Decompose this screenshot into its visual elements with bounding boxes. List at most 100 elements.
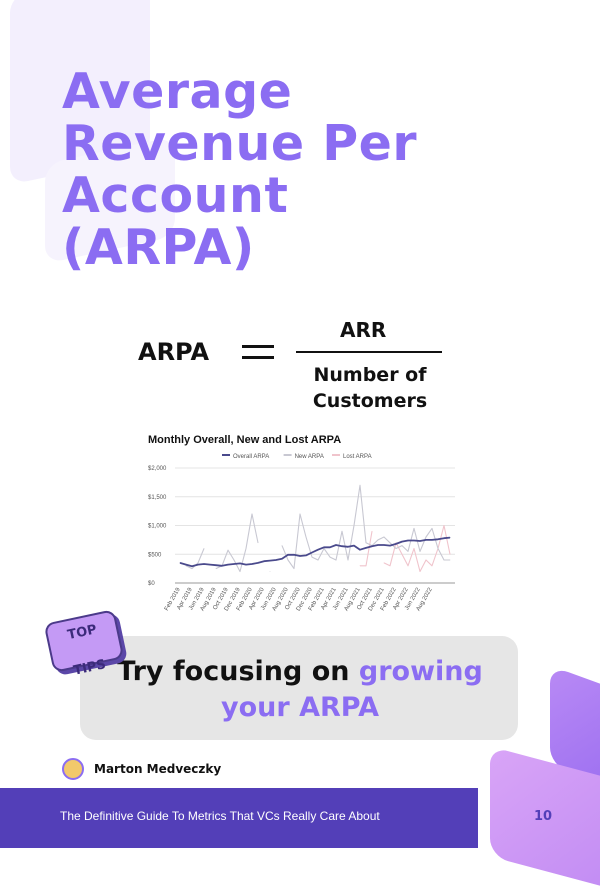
data-point [413,527,415,529]
data-point [383,562,385,564]
data-point [251,563,253,565]
data-point [209,564,211,565]
data-point [359,484,361,486]
data-point [293,554,295,556]
data-point [377,539,379,541]
data-point [407,540,409,541]
data-point [347,559,349,561]
formula-lhs: ARPA [138,338,210,366]
data-point [335,559,337,561]
data-point [419,550,421,552]
data-point [389,542,391,544]
data-point [431,565,433,567]
data-point [365,547,367,549]
data-point [395,543,397,545]
data-point [245,564,247,565]
formula-numerator: ARR [340,318,387,342]
top-tips-badge: TOP TIPS [43,609,125,679]
data-point [281,545,283,547]
tip-text: Try focusing on growing your ARPA [90,654,510,726]
data-point [197,564,199,565]
data-point [413,540,415,541]
data-point [359,565,361,567]
fraction-bar [296,351,442,353]
data-point [269,571,271,572]
data-point [299,555,301,557]
data-point [347,546,349,548]
data-point [341,545,343,547]
data-point [191,568,193,570]
data-point [437,538,439,540]
y-tick-label: $2,000 [148,466,167,472]
denominator-line2: Customers [312,390,428,412]
data-point [185,564,187,565]
data-point [449,559,451,561]
data-point [425,539,427,541]
data-point [179,562,181,564]
y-tick-label: $0 [148,581,155,587]
data-point [227,549,229,551]
data-point [251,513,253,515]
data-point [443,525,445,526]
data-point [383,536,385,538]
page-number: 10 [534,809,553,824]
series-line-overall-arpa [179,536,451,568]
tip-highlight: growing your ARPA [221,656,483,723]
data-point [263,560,265,562]
data-point [317,559,319,561]
data-point [329,546,331,548]
data-point [287,559,289,561]
footer-bar [0,788,478,848]
data-point [437,548,439,549]
data-point [191,565,193,567]
denominator-line1: Number of [313,364,427,386]
data-point [305,555,307,556]
data-point [389,565,391,567]
data-point [419,571,421,572]
tip-plain: Try focusing on [117,656,359,687]
data-point [293,568,295,570]
data-point [359,549,361,551]
data-point [287,554,289,556]
data-point [233,559,235,561]
data-point [371,530,373,532]
tip-box [80,636,518,740]
data-point [419,540,421,542]
data-point [233,563,235,565]
legend-label: New ARPA [295,454,324,460]
data-point [407,565,409,567]
data-point [239,571,241,572]
data-point [431,527,433,529]
data-point [431,539,433,541]
legend-label: Overall ARPA [233,454,269,460]
data-point [305,536,307,538]
data-point [353,545,355,547]
chart-title: Monthly Overall, New and Lost ARPA [148,434,341,446]
data-point [221,565,223,567]
legend-label: Lost ARPA [343,454,372,460]
data-point [203,563,205,565]
data-point [443,559,445,561]
data-point [269,560,271,561]
data-point [335,544,337,546]
data-point [239,563,241,564]
data-point [323,546,325,548]
data-point [425,536,427,538]
data-point [389,545,391,547]
data-point [401,545,403,547]
chart-svg: Monthly Overall, New and Lost ARPA Overal… [148,434,455,612]
data-point [395,548,397,549]
author-name: Marton Medveczky [94,762,222,776]
data-point [227,564,229,565]
data-point [413,548,415,549]
y-tick-label: $1,500 [148,495,167,501]
data-point [215,568,217,570]
data-point [215,564,217,566]
data-point [401,541,403,542]
data-point [371,545,373,547]
data-point [281,558,283,560]
data-point [425,559,427,561]
footer-text: The Definitive Guide To Metrics That VCs… [60,809,380,823]
data-point [257,562,259,564]
data-point [329,556,331,558]
